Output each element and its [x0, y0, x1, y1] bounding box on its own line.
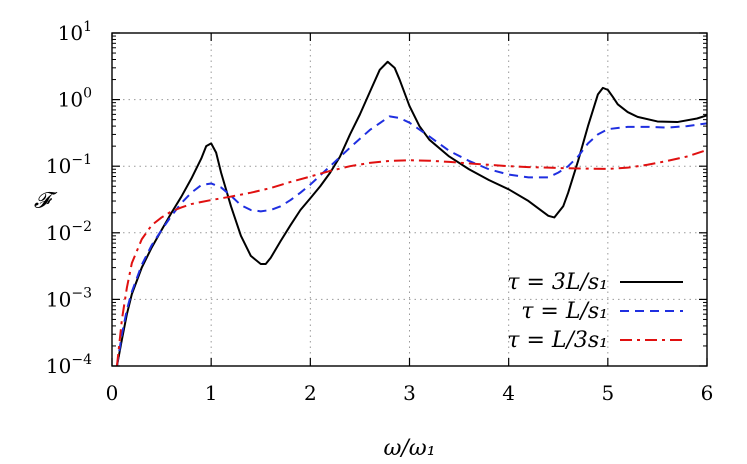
- series-line-1: [115, 60, 707, 366]
- y-tick-label: 10−3: [46, 285, 92, 311]
- series-group: [115, 60, 707, 366]
- y-tick-label: 10−1: [46, 152, 92, 178]
- series-line-3: [115, 149, 707, 366]
- legend-label: τ = L/3s₁: [507, 328, 608, 353]
- x-tick-label: 0: [106, 381, 119, 405]
- x-axis-label: ω/ω₁: [383, 436, 435, 461]
- x-tick-labels: 0 1 2 3 4 5 6: [106, 381, 714, 405]
- ticks: [111, 32, 708, 367]
- x-tick-label: 5: [601, 381, 614, 405]
- legend-label: τ = 3L/s₁: [507, 270, 608, 295]
- legend: τ = 3L/s₁ τ = L/s₁ τ = L/3s₁: [507, 270, 683, 353]
- legend-label: τ = L/s₁: [521, 299, 608, 324]
- y-tick-label: 10−2: [46, 219, 92, 245]
- y-tick-labels: 101 100 10−1 10−2 10−3 10−4: [46, 19, 92, 378]
- y-tick-label: 100: [58, 86, 92, 112]
- y-tick-label: 101: [58, 19, 92, 45]
- y-tick-label: 10−4: [46, 352, 92, 378]
- x-tick-label: 2: [304, 381, 317, 405]
- x-tick-label: 6: [701, 381, 714, 405]
- x-tick-label: 1: [205, 381, 218, 405]
- x-tick-label: 4: [502, 381, 515, 405]
- y-axis-label: 𝓕: [34, 189, 58, 214]
- x-tick-label: 3: [403, 381, 416, 405]
- grid: [112, 33, 707, 366]
- series-line-2: [115, 115, 707, 366]
